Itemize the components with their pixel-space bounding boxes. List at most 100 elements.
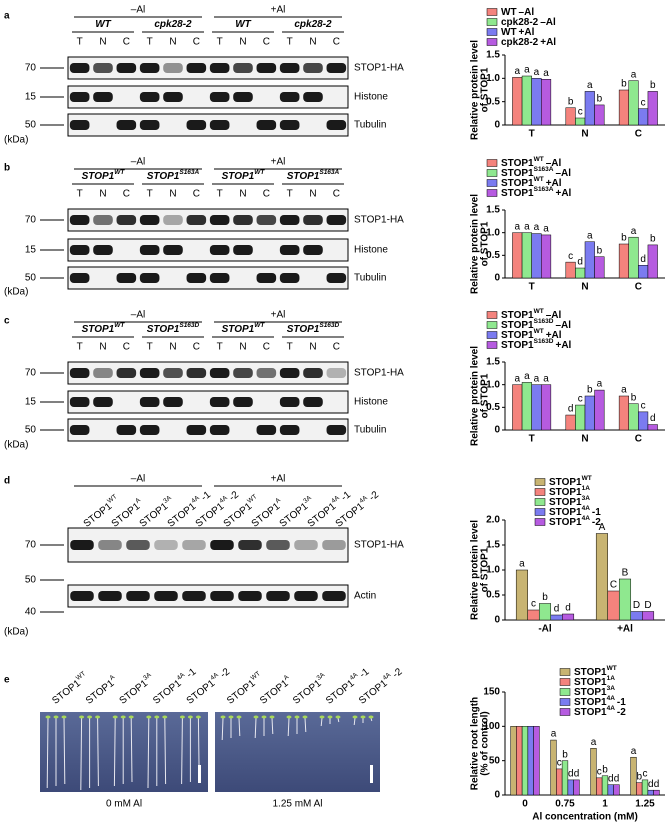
leaf [360, 715, 366, 719]
condition-label: +Al [271, 157, 286, 168]
root [370, 717, 373, 722]
root [353, 717, 356, 726]
label-part: –Al [555, 168, 571, 179]
label-part: STOP1 [147, 171, 180, 182]
band [139, 245, 160, 255]
band [69, 63, 90, 73]
band [93, 368, 113, 378]
bar [575, 267, 586, 279]
label-part: STOP1 [549, 507, 582, 518]
genotype-label: cpk28-2 [294, 19, 332, 30]
label-part: STOP1 [549, 497, 582, 508]
label-part: STOP1 [82, 324, 115, 335]
band [163, 92, 183, 102]
label-part: -2 [617, 707, 626, 718]
x-tick-label: C [635, 129, 642, 140]
label-part: STOP1 [82, 171, 115, 182]
label-part: -2 [367, 489, 381, 503]
row-label: Histone [354, 397, 388, 408]
label-part: STOP1 [222, 324, 255, 335]
bar [541, 384, 552, 431]
x-tick-label: N [581, 282, 588, 293]
leaf [368, 715, 374, 719]
legend-swatch [486, 38, 498, 46]
band [98, 540, 122, 550]
leaf [294, 715, 300, 719]
significance-letter: a [587, 80, 593, 91]
panel-letter: b [4, 163, 10, 174]
superscript: 4A [330, 494, 341, 505]
band [279, 63, 300, 73]
legend-label: STOP14A -2 [574, 705, 626, 717]
bar [647, 244, 658, 279]
blot-frame [67, 85, 349, 109]
band [69, 215, 90, 225]
y-tick-label: 0 [494, 120, 500, 131]
band [93, 397, 113, 407]
bar [594, 389, 605, 431]
band [279, 92, 300, 102]
band [69, 245, 90, 255]
bar [531, 384, 542, 431]
legend-label: STOP1WT +Al [501, 176, 562, 188]
lane-label: N [169, 342, 176, 353]
lane-label: T [77, 189, 83, 200]
root [147, 717, 150, 789]
significance-letter: d [614, 773, 620, 784]
band [326, 120, 347, 130]
leaf [95, 715, 101, 719]
marker-label: 70 [25, 215, 37, 226]
y-axis-label: Relative protein level [470, 346, 481, 446]
root [46, 717, 49, 789]
label-part: cpk28-2 [154, 19, 192, 30]
leaf [162, 715, 168, 719]
significance-letter: d [568, 769, 574, 780]
marker-label: 40 [25, 607, 37, 618]
lane-label: C [123, 342, 130, 353]
superscript: A [283, 674, 291, 683]
row-label: Actin [354, 591, 376, 602]
superscript: S163D [319, 322, 339, 329]
significance-letter: a [621, 385, 627, 396]
legend-label: STOP11A [574, 675, 615, 687]
y-tick-label: 0.5 [486, 402, 500, 413]
x-tick-label: 0.75 [555, 799, 575, 810]
superscript: WT [106, 493, 118, 505]
marker-label: 15 [25, 397, 37, 408]
marker-label: 15 [25, 245, 37, 256]
bar [575, 404, 586, 431]
bar [653, 789, 660, 796]
label-part: WT [235, 19, 251, 30]
bar [512, 232, 523, 279]
lane-label: STOP1WT [49, 670, 90, 706]
legend-swatch [559, 698, 571, 706]
significance-letter: a [543, 224, 549, 235]
band [163, 397, 183, 407]
lane-label: STOP13A [116, 671, 156, 706]
significance-letter: c [557, 758, 562, 769]
bar [541, 79, 552, 126]
bar [584, 395, 595, 431]
lane-label: T [217, 189, 223, 200]
condition-label: –Al [131, 5, 145, 16]
band [98, 591, 122, 601]
significance-letter: c [641, 401, 646, 412]
superscript: WT [246, 493, 258, 505]
label-part: STOP1 [574, 667, 607, 678]
marker-label: 70 [25, 63, 37, 74]
legend-label: WT –Al [501, 7, 534, 18]
legend-swatch [559, 668, 571, 676]
label-part: +Al [519, 27, 535, 38]
row-label: STOP1-HA [354, 540, 404, 551]
lane-label: N [99, 189, 106, 200]
band [186, 368, 207, 378]
x-tick-label: C [635, 434, 642, 445]
root [164, 717, 167, 785]
marker-label: 50 [25, 120, 37, 131]
root [337, 717, 340, 723]
leaf [128, 715, 134, 719]
superscript: 3A [302, 494, 313, 505]
lane-label: N [169, 189, 176, 200]
bar [594, 256, 605, 279]
